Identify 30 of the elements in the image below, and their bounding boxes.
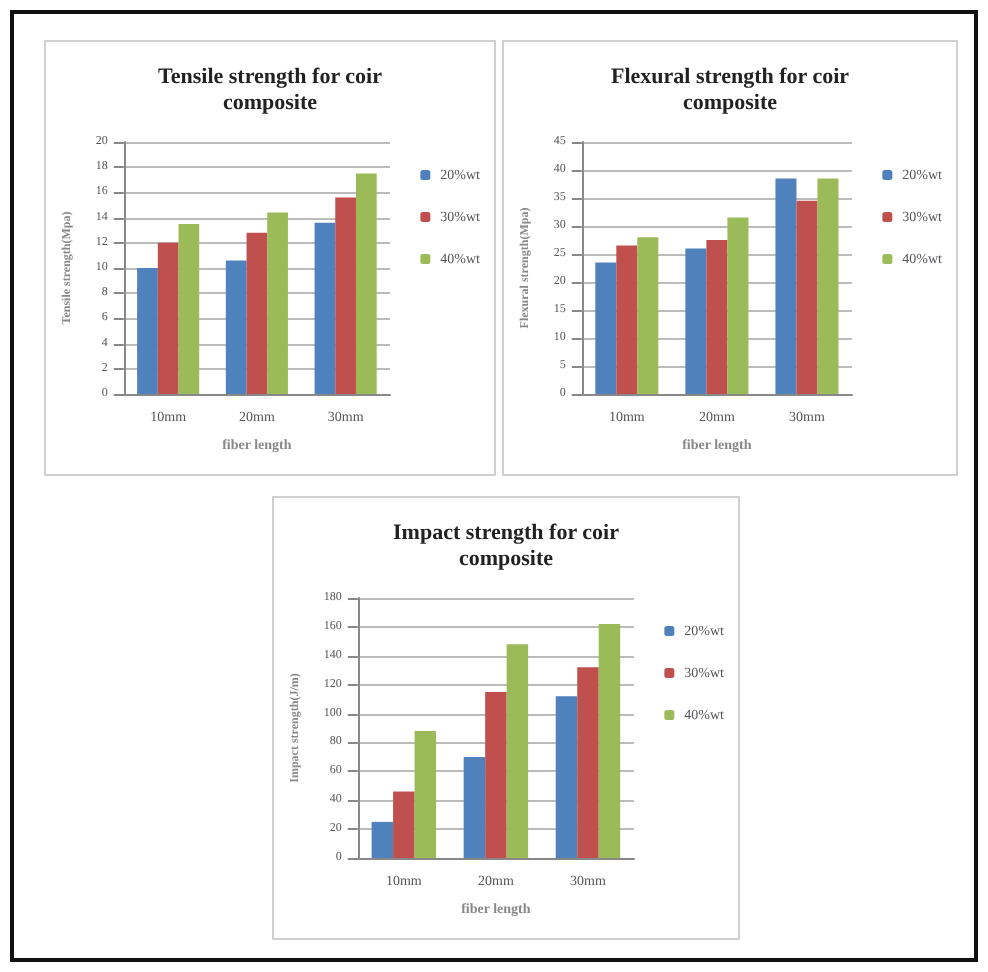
bar: [595, 262, 617, 394]
bar: [137, 268, 158, 394]
bar: [598, 624, 621, 858]
bar: [355, 173, 377, 394]
bar: [225, 260, 247, 394]
bar: [775, 178, 797, 394]
bar: [335, 197, 356, 394]
bar: [371, 821, 394, 858]
bar: [463, 756, 486, 858]
bar: [796, 200, 818, 394]
bar: [414, 730, 437, 858]
bar: [616, 245, 638, 394]
bar: [506, 644, 529, 858]
bar: [485, 691, 507, 858]
bar: [685, 248, 707, 394]
chart-title: Flexural strength for coir composite: [610, 65, 850, 115]
chart-title: Tensile strength for coir composite: [158, 65, 383, 115]
bar: [727, 217, 749, 394]
bar: [393, 791, 415, 858]
bar: [246, 232, 268, 394]
bar: [314, 222, 336, 394]
bar: [267, 212, 288, 394]
bar: [817, 178, 839, 394]
bar: [637, 237, 659, 394]
bar: [157, 242, 179, 394]
bar: [577, 667, 599, 858]
bar: [706, 240, 728, 394]
bar: [178, 223, 200, 394]
bar: [555, 696, 578, 858]
chart-title: Impact strength for coir composite: [393, 521, 620, 571]
